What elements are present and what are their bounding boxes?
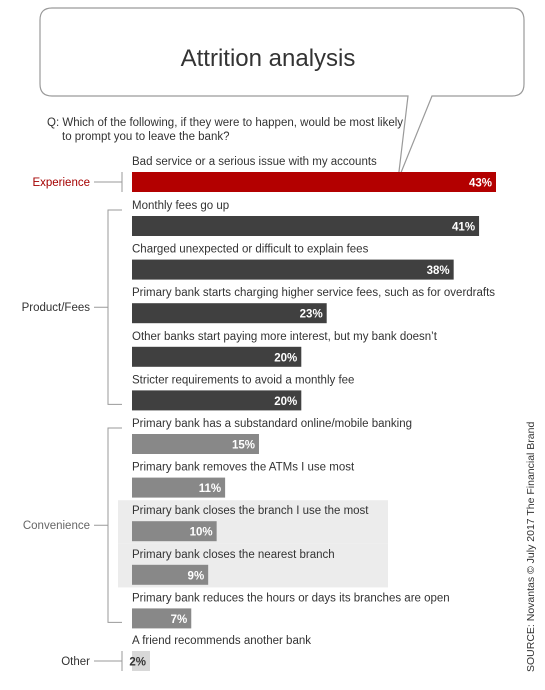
value-label: 11% [199,483,221,495]
bar [132,434,259,454]
source-note: SOURCE: Novantas © July 2017 The Financi… [525,422,537,672]
value-label: 20% [274,352,297,364]
bar-label: Bad service or a serious issue with my a… [132,156,377,168]
bar-label: Primary bank closes the branch I use the… [132,505,369,517]
bar [132,521,217,542]
bar-label: A friend recommends another bank [132,635,311,647]
group-label: Experience [32,177,90,189]
value-label: 9% [188,570,205,582]
chart-title: Attrition analysis [181,45,356,72]
title-bubble [39,7,525,181]
bar [132,477,226,498]
group-bracket [94,427,122,623]
group-label: Product/Fees [22,302,91,314]
bar-label: Monthly fees go up [132,200,229,212]
bar-label: Stricter requirements to avoid a monthly… [132,374,354,386]
bar-label: Primary bank starts charging higher serv… [132,287,495,299]
bar [132,259,454,280]
bar [132,346,302,367]
bar [132,564,209,585]
bar [132,303,327,324]
bar-label: Primary bank removes the ATMs I use most [132,462,355,474]
bar [132,651,150,671]
bar [132,390,302,411]
value-label: 7% [171,614,188,626]
group-bracket [94,209,122,405]
bar [132,172,496,192]
bar-label: Primary bank reduces the hours or days i… [132,592,450,604]
bar-label: Charged unexpected or difficult to expla… [132,244,369,256]
value-label: 41% [452,222,475,234]
value-label: 20% [274,396,297,408]
value-label: 38% [427,265,450,277]
bar-label: Primary bank closes the nearest branch [132,549,335,561]
bar [132,608,192,629]
bar-label: Primary bank has a substandard online/mo… [132,418,412,430]
question-line: Q: Which of the following, if they were … [47,117,403,129]
bar [132,216,480,236]
value-label: 43% [469,178,492,190]
value-label: 2% [129,657,146,669]
group-label: Convenience [23,520,90,532]
value-label: 15% [232,440,255,452]
value-label: 10% [190,527,213,539]
value-label: 23% [300,309,323,321]
bar-label: Other banks start paying more interest, … [132,331,438,343]
question-line: to prompt you to leave the bank? [62,131,230,143]
group-label: Other [61,656,90,668]
